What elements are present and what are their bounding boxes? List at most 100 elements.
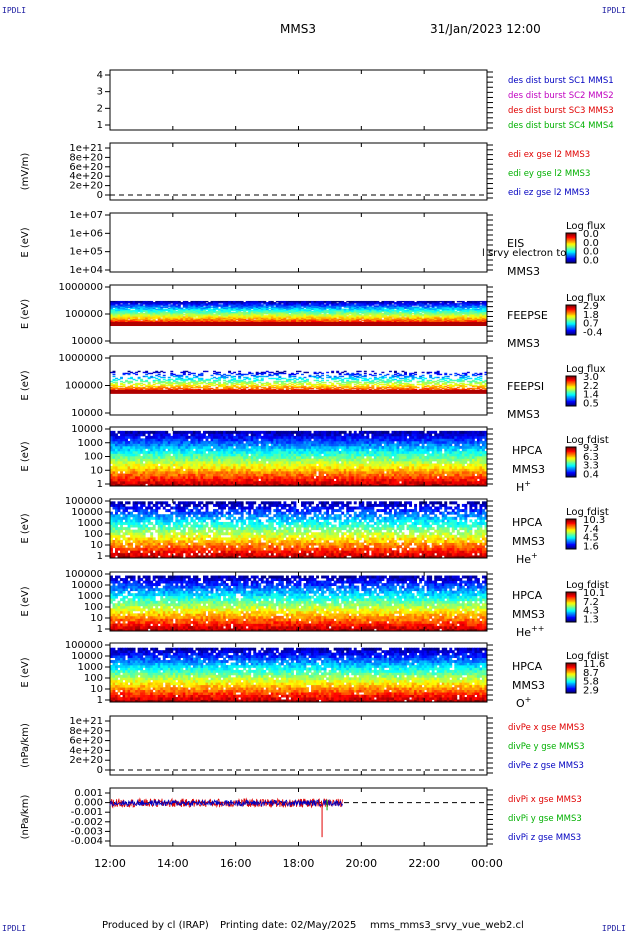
panel-feepse-cell [313,307,317,310]
panel-feepse-cell [230,318,234,320]
panel-feepse-cell [263,303,267,305]
panel-feepse-cell [162,319,166,322]
panel-feepsi-cell [311,383,314,386]
panel-feepse-cell [434,320,438,323]
panel-feepse-cell [441,319,445,322]
panel-feepse-cell [479,307,483,310]
panel-feepse-cell [185,318,189,320]
panel-feepse-cell [110,314,113,316]
panel-feepsi-cell [411,375,415,378]
panel-feepse-cell [197,300,201,303]
panel-feepse-cell [436,300,440,303]
panel-feepse-cell [278,305,282,307]
panel-feepse-cell [474,311,478,314]
panel-feepse-cell [441,315,445,317]
panel-feepse-cell [278,309,282,312]
panel-feepse-cell [434,310,438,313]
panel-feepsi-cell [205,385,209,388]
panel-feepse-cell [381,310,385,313]
panel-feepsi-cell [401,374,405,377]
panel-feepse-cell [223,300,227,303]
panel-feepse-cell [263,302,267,304]
panel-feepsi-cell [250,383,254,386]
panel-feepse-cell [381,309,385,312]
panel-feepsi-cell [313,383,317,386]
panel-feepsi-cell [195,386,199,389]
panel-feepse-cell [258,308,262,311]
panel-feepse-cell [316,307,320,310]
panel-feepse-cell [258,303,262,305]
panel-feepsi-cell [358,376,362,379]
panel-feepse-cell [208,312,211,315]
panel-feepsi-cell [127,380,131,383]
panel-feepsi-cell [248,378,252,381]
panel-feepsi-cell [200,373,204,376]
panel-feepse-cell [446,311,450,314]
panel-feepsi-cell [348,382,352,385]
panel-feepse-cell [311,311,314,314]
panel-feepsi-cell [285,386,289,389]
panel-feepse-cell [434,308,438,311]
panel-feepsi-cell [343,381,347,384]
panel-feepse-cell [210,314,214,316]
panel-feepsi-cell [290,375,294,378]
panel-feepsi-cell [238,373,242,376]
panel-feepsi-cell [343,384,347,387]
panel-feepse-cell [145,306,149,308]
panel-feepse-cell [190,302,194,304]
panel-feepse-cell [132,320,136,323]
panel-feepse-cell [268,316,272,318]
panel-feepse-cell [155,309,159,312]
panel-feepse-cell [353,305,357,307]
panel-feepse-cell [323,319,327,322]
panel-feepse-cell [290,305,294,307]
panel-feepse-cell [240,311,244,314]
panel-feepsi-cell [313,375,317,378]
panel-feepse-cell [343,312,347,315]
panel-feepse-cell [172,306,176,308]
panel-feepse-cell [117,303,121,305]
panel-feepse-cell [341,309,345,312]
panel-feepse-cell [155,312,159,315]
panel-feepse-cell [454,316,458,318]
panel-feepse-cell [177,310,181,313]
panel-feepse-cell [476,311,480,314]
panel-feepsi-cell [130,381,134,384]
panel-feepse-cell [213,318,216,320]
panel-feepse-cell [150,316,154,318]
panel-feepse-cell [132,317,136,319]
panel-feepse-cell [290,318,294,320]
panel-feepsi-cell [283,372,287,375]
panel-feepse-cell [115,309,118,312]
panel-feepsi-cell [245,383,249,386]
panel-feepse-cell [328,316,332,318]
panel-feepsi-cell [416,386,420,389]
panel-feepsi-cell [180,378,184,381]
panel-feepse-cell [333,305,337,307]
panel-feepse-cell [110,319,113,322]
panel-feepse-cell [361,307,365,310]
panel-feepse-cell [424,318,428,320]
panel-feepse-cell [346,304,350,306]
panel-feepse-cell [411,308,415,311]
panel-feepse-cell [295,309,299,312]
panel-feepsi-cell [182,380,186,383]
panel-feepse-cell [333,317,337,319]
panel-feepse-cell [280,320,284,323]
panel-feepsi-cell [190,378,194,381]
panel-feepsi-cell [117,388,121,391]
panel-feepse-cell [253,310,257,313]
panel-feepsi-cell [162,386,166,389]
panel-feepse-cell [220,304,224,306]
panel-feepse-cell [225,320,229,323]
panel-feepse-cell [386,318,390,320]
panel-feepse-cell [122,316,126,318]
panel-feepsi-cell [248,384,252,387]
panel-feepsi-cell [341,386,345,389]
panel-feepse-cell [140,302,144,304]
panel-feepse-cell [434,316,438,318]
panel-feepse-cell [142,314,146,316]
panel-feepse-cell [283,320,287,323]
panel-feepse-cell [263,308,267,311]
panel-feepsi-cell [444,387,448,390]
